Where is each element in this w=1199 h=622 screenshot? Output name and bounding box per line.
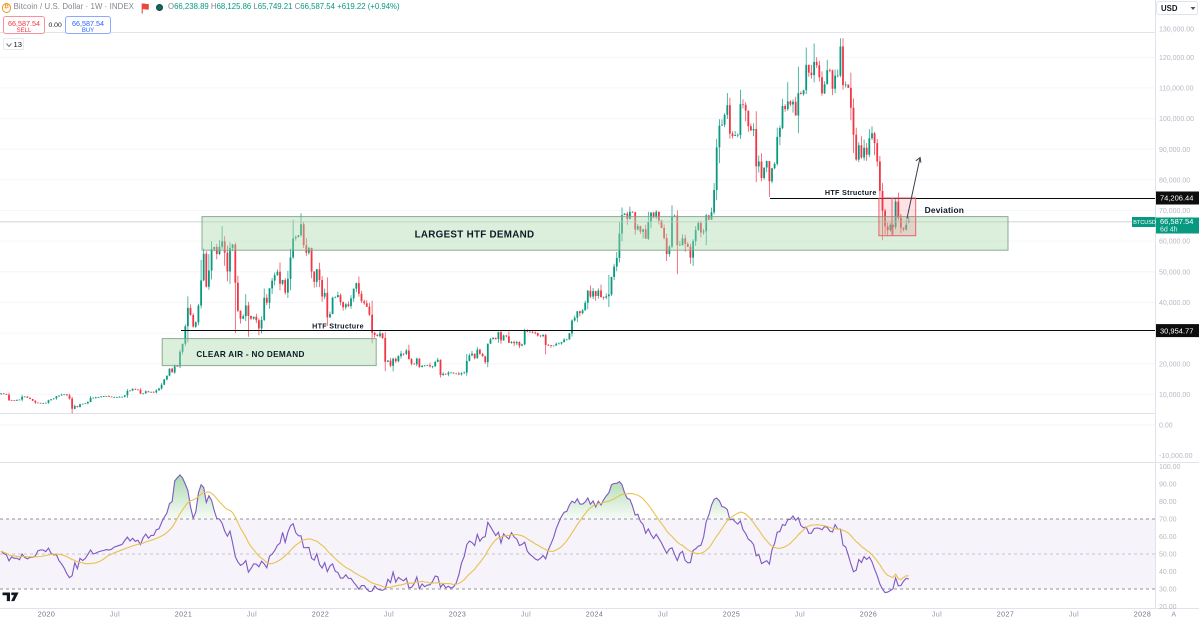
- svg-text:Jul: Jul: [384, 611, 394, 619]
- svg-text:2020: 2020: [38, 611, 55, 619]
- svg-text:2024: 2024: [586, 611, 603, 619]
- svg-text:74,206.44: 74,206.44: [1160, 194, 1193, 203]
- svg-text:BTCUSD: BTCUSD: [1133, 220, 1156, 226]
- svg-text:40.00: 40.00: [1159, 569, 1177, 576]
- svg-text:100,000.00: 100,000.00: [1159, 116, 1194, 123]
- svg-text:HTF Structure: HTF Structure: [825, 188, 877, 197]
- svg-text:USD: USD: [1161, 4, 1178, 13]
- svg-text:0.00: 0.00: [1159, 423, 1173, 430]
- svg-text:2022: 2022: [312, 611, 329, 619]
- svg-text:-10,000.00: -10,000.00: [1159, 453, 1193, 460]
- svg-text:2025: 2025: [723, 611, 740, 619]
- svg-text:Jul: Jul: [932, 611, 942, 619]
- svg-text:Jul: Jul: [795, 611, 805, 619]
- svg-text:40,000.00: 40,000.00: [1159, 300, 1190, 307]
- svg-text:LARGEST HTF DEMAND: LARGEST HTF DEMAND: [415, 230, 535, 241]
- svg-text:90,000.00: 90,000.00: [1159, 147, 1190, 154]
- svg-text:100.00: 100.00: [1159, 464, 1181, 471]
- svg-text:60.00: 60.00: [1159, 534, 1177, 541]
- svg-text:30,954.77: 30,954.77: [1160, 326, 1193, 335]
- svg-text:50.00: 50.00: [1159, 552, 1177, 559]
- svg-text:CLEAR AIR - NO DEMAND: CLEAR AIR - NO DEMAND: [196, 350, 304, 359]
- svg-text:6d 4h: 6d 4h: [1160, 227, 1178, 234]
- svg-text:A: A: [1171, 611, 1176, 619]
- svg-text:80.00: 80.00: [1159, 499, 1177, 506]
- svg-text:2026: 2026: [860, 611, 877, 619]
- svg-text:HTF Structure: HTF Structure: [312, 321, 364, 330]
- svg-text:80,000.00: 80,000.00: [1159, 177, 1190, 184]
- svg-text:20.00: 20.00: [1159, 604, 1177, 611]
- svg-text:2028: 2028: [1134, 611, 1151, 619]
- svg-text:50,000.00: 50,000.00: [1159, 269, 1190, 276]
- svg-text:70.00: 70.00: [1159, 517, 1177, 524]
- svg-text:20,000.00: 20,000.00: [1159, 361, 1190, 368]
- svg-text:2021: 2021: [175, 611, 192, 619]
- svg-text:2027: 2027: [997, 611, 1014, 619]
- svg-text:130,000.00: 130,000.00: [1159, 26, 1194, 33]
- svg-text:70,000.00: 70,000.00: [1159, 208, 1190, 215]
- svg-text:2023: 2023: [449, 611, 466, 619]
- svg-text:Jul: Jul: [521, 611, 531, 619]
- svg-text:Deviation: Deviation: [925, 205, 965, 215]
- svg-text:120,000.00: 120,000.00: [1159, 55, 1194, 62]
- svg-text:66,587.54: 66,587.54: [1160, 217, 1193, 226]
- svg-text:30.00: 30.00: [1159, 587, 1177, 594]
- svg-text:110,000.00: 110,000.00: [1159, 86, 1194, 93]
- svg-text:Jul: Jul: [110, 611, 120, 619]
- svg-text:Jul: Jul: [658, 611, 668, 619]
- svg-text:Jul: Jul: [1069, 611, 1079, 619]
- svg-text:10,000.00: 10,000.00: [1159, 392, 1190, 399]
- svg-text:60,000.00: 60,000.00: [1159, 239, 1190, 246]
- svg-text:90.00: 90.00: [1159, 482, 1177, 489]
- svg-text:Jul: Jul: [247, 611, 257, 619]
